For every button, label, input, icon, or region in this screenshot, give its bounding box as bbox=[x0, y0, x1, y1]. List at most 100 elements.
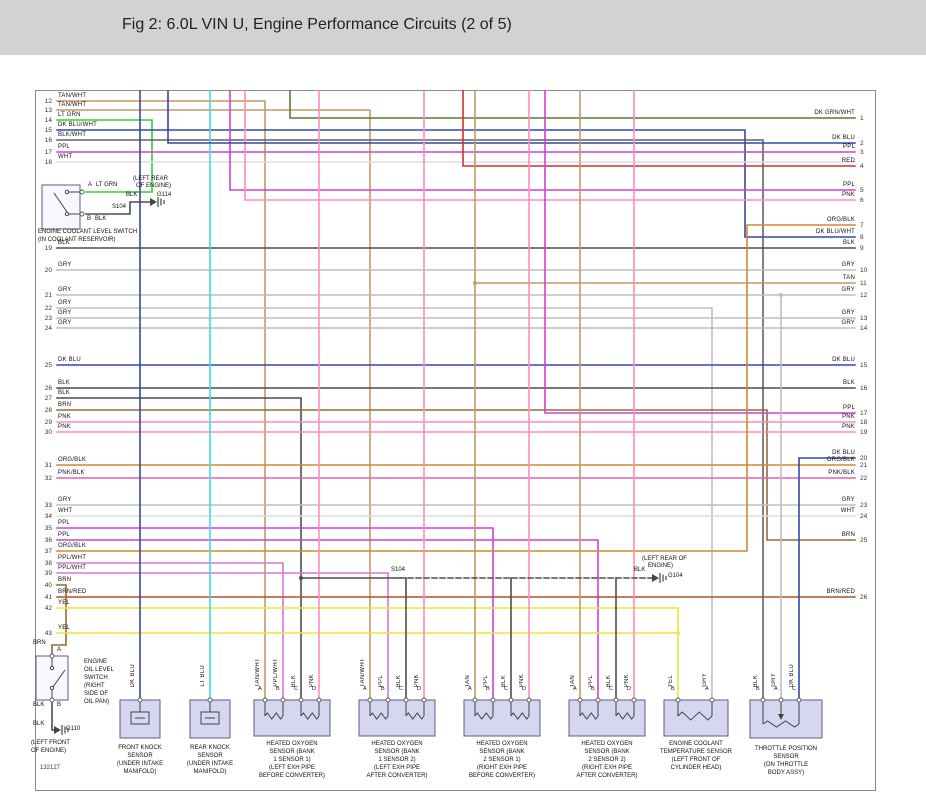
wire-BRN bbox=[51, 584, 67, 657]
wire-PPL bbox=[544, 90, 856, 414]
diagram-label: ENGINE COOLANT LEVEL SWITCH bbox=[38, 229, 138, 235]
pot-wiper-arrow bbox=[778, 714, 784, 720]
left-pin-wire-label: BRN/RED bbox=[58, 588, 87, 595]
diagram-label: ENGINE) bbox=[648, 563, 674, 569]
left-pin-number: 42 bbox=[44, 605, 52, 612]
component-box bbox=[749, 699, 823, 739]
component-caption-line: SENSOR (BANK bbox=[269, 749, 315, 755]
wire-TAN bbox=[56, 100, 266, 701]
left-pin-wire-label: PPL/WHT bbox=[58, 554, 87, 561]
connector-pin bbox=[796, 697, 802, 703]
left-pin-number: 33 bbox=[44, 502, 52, 509]
left-pin-number: 37 bbox=[44, 548, 52, 555]
component-caption-line: BODY ASSY) bbox=[767, 770, 805, 776]
diagram-label: (LEFT REAR bbox=[133, 176, 168, 182]
right-pin-wire-label: ORG/BLK bbox=[826, 216, 855, 223]
right-pin-number: 4 bbox=[860, 163, 864, 170]
right-pin-wire-label: GRY bbox=[841, 309, 855, 316]
splice-dot bbox=[473, 281, 477, 285]
component-caption-line: (UNDER INTAKE bbox=[186, 761, 234, 767]
right-pin-number: 11 bbox=[860, 280, 867, 287]
symbol-stroke bbox=[264, 712, 284, 720]
wire-PPL bbox=[229, 90, 856, 191]
left-pin-wire-label: BLK bbox=[58, 379, 70, 386]
left-pin-number: 30 bbox=[44, 429, 52, 436]
right-pin-number: 25 bbox=[860, 537, 868, 544]
left-pin-number: 39 bbox=[44, 570, 52, 577]
right-pin-number: 6 bbox=[860, 197, 864, 204]
right-pin-number: 2 bbox=[860, 140, 864, 147]
connector-pin bbox=[595, 697, 601, 703]
wire-BLK bbox=[51, 699, 55, 731]
component-caption-line: 1 SENSOR 1) bbox=[273, 757, 311, 763]
component-caption-line: MANIFOLD) bbox=[193, 769, 227, 775]
component-caption-line: REAR KNOCK bbox=[190, 745, 230, 751]
left-pin-wire-label: ORG/BLK bbox=[58, 456, 87, 463]
pin-letter: A bbox=[705, 686, 709, 692]
pin-letter: A bbox=[468, 686, 472, 692]
knock-element bbox=[130, 711, 150, 725]
pin-letter: C bbox=[399, 686, 403, 692]
connector-pin bbox=[577, 697, 583, 703]
right-pin-wire-label: PNK bbox=[842, 191, 855, 198]
left-pin-number: 22 bbox=[44, 305, 52, 312]
left-pin-number: 13 bbox=[44, 107, 52, 114]
component-caption-line: AFTER CONVERTER) bbox=[576, 773, 638, 779]
right-pin-number: 23 bbox=[860, 502, 868, 509]
pin-letter: B bbox=[671, 686, 675, 692]
wire-DK_BLU bbox=[56, 129, 856, 238]
left-pin-wire-label: PPL bbox=[58, 519, 70, 526]
right-pin-number: 9 bbox=[860, 245, 864, 252]
component-caption-line: THROTTLE POSITION bbox=[754, 746, 818, 752]
left-pin-number: 32 bbox=[44, 475, 52, 482]
symbol-stroke bbox=[53, 192, 68, 213]
splice-dot bbox=[676, 631, 680, 635]
left-pin-wire-label: PNK/BLK bbox=[58, 469, 85, 476]
switch-contact bbox=[64, 211, 70, 217]
switch-contact bbox=[49, 665, 55, 671]
connector-pin bbox=[385, 697, 391, 703]
figure-title: Fig 2: 6.0L VIN U, Engine Performance Ci… bbox=[122, 16, 512, 33]
component-caption-line: AFTER CONVERTER) bbox=[366, 773, 428, 779]
pin-letter: A bbox=[363, 686, 367, 692]
right-pin-wire-label: TAN bbox=[842, 274, 855, 281]
component-caption-line: 2 SENSOR 1) bbox=[483, 757, 521, 763]
connector-pin bbox=[137, 697, 143, 703]
wire-DK_BLU bbox=[798, 457, 856, 701]
right-pin-wire-label: DK BLU bbox=[832, 134, 855, 141]
symbol-stroke bbox=[579, 712, 599, 720]
connector-pin bbox=[508, 697, 514, 703]
wire-DK_GRN bbox=[289, 90, 856, 119]
connector-pin bbox=[675, 697, 681, 703]
left-pin-wire-label: BLK/WHT bbox=[58, 131, 87, 138]
diagram-label: A bbox=[57, 647, 62, 653]
diagram-label: BLK bbox=[126, 192, 138, 198]
right-pin-number: 17 bbox=[860, 410, 868, 417]
right-pin-wire-label: PNK bbox=[842, 423, 855, 430]
wire-DK_BLU bbox=[167, 90, 856, 144]
left-pin-number: 26 bbox=[44, 385, 52, 392]
left-pin-number: 36 bbox=[44, 537, 52, 544]
wire-BLK bbox=[56, 397, 302, 701]
diagram-label: BLK bbox=[33, 721, 45, 727]
diagram-label: G104 bbox=[668, 573, 683, 579]
right-pin-wire-label: PNK bbox=[842, 413, 855, 420]
component-caption-line: SENSOR (BANK bbox=[479, 749, 525, 755]
wire-ORG_BLK bbox=[56, 224, 856, 552]
left-pin-number: 41 bbox=[44, 594, 52, 601]
pin-letter: B bbox=[591, 686, 595, 692]
wire-YEL bbox=[56, 607, 679, 701]
right-pin-wire-label: ORG/BLK bbox=[826, 456, 855, 463]
left-pin-number: 25 bbox=[44, 362, 52, 369]
pin-letter: C bbox=[294, 686, 298, 692]
left-pin-wire-label: GRY bbox=[58, 319, 72, 326]
diagram-label: BRN bbox=[33, 640, 46, 646]
wire-BLK_WHT bbox=[56, 139, 764, 701]
component-caption-line: (LEFT EXH PIPE bbox=[269, 765, 315, 771]
left-pin-number: 19 bbox=[44, 245, 52, 252]
